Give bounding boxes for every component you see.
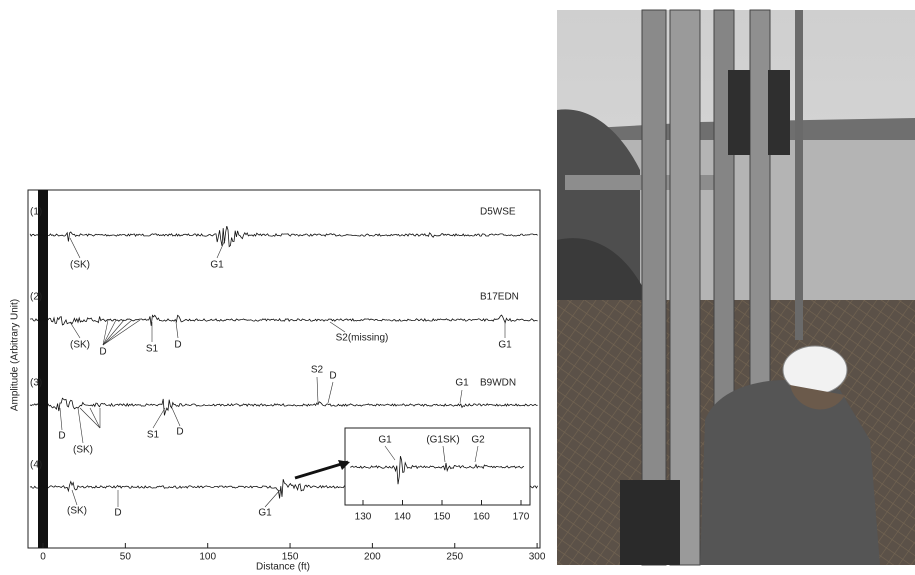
leader-line: [152, 407, 166, 429]
annotation: G1: [258, 508, 272, 519]
inset: 130 140 150 160 170 G1 (G1SK) G2: [349, 435, 530, 523]
inset-x-tick-label: 130: [355, 512, 372, 523]
leader-line: [89, 407, 101, 429]
trace-name: B17EDN: [480, 292, 519, 303]
leader-line: [102, 319, 133, 346]
x-tick-label: 300: [529, 552, 546, 563]
leader-line: [71, 489, 78, 506]
annotation: G1: [498, 340, 512, 351]
inset-annotation: G1: [378, 435, 392, 446]
inset-annotation: G2: [471, 435, 485, 446]
inset-annotation: (G1SK): [426, 435, 459, 446]
leader-line: [79, 407, 101, 429]
waveform: [29, 225, 538, 248]
leader-line: [474, 445, 479, 463]
annotation: G1: [210, 260, 224, 271]
y-axis-label: Amplitude (Arbitrary Unit): [10, 299, 21, 411]
leader-line: [77, 407, 84, 444]
leader-line: [264, 489, 281, 508]
leader-line: [102, 319, 141, 346]
annotation: S2: [311, 365, 324, 376]
leader-line: [102, 319, 117, 346]
annotation: D: [58, 431, 65, 442]
photo: [557, 9, 915, 566]
annotation: S1: [147, 430, 160, 441]
leader-line: [329, 321, 346, 333]
annotation: (SK): [70, 340, 90, 351]
trace-index: (2): [30, 292, 42, 303]
leader-line: [459, 389, 463, 404]
trace-index: (3): [30, 378, 42, 389]
trace-index: (4): [30, 460, 42, 471]
annotation: D: [99, 347, 106, 358]
zero-spike: [38, 190, 48, 548]
inset-arrow: [294, 460, 349, 480]
inset-x-tick-label: 160: [473, 512, 490, 523]
leader-line: [216, 239, 226, 259]
waveform: [29, 314, 538, 326]
x-tick-label: 200: [364, 552, 381, 563]
waveform: [349, 455, 525, 485]
annotation: D: [329, 371, 336, 382]
leader-line: [102, 319, 125, 346]
arrow-head: [338, 460, 350, 470]
leader-line: [316, 376, 319, 404]
inset-x-tick-label: 170: [513, 512, 530, 523]
leader-line: [384, 445, 396, 461]
leader-line: [171, 407, 181, 427]
plot: 0 50 100 150 200 250 300 (1) D5WSE (SK) G1 (2) B17ED…: [29, 207, 546, 563]
annotation: (SK): [67, 506, 87, 517]
trace-index: (1): [30, 207, 42, 218]
trace-name: D5WSE: [480, 207, 516, 218]
trace-name: B9WDN: [480, 378, 516, 389]
annotation: D: [174, 340, 181, 351]
leader-line: [59, 407, 63, 431]
x-axis-label: Distance (ft): [256, 562, 310, 573]
leader-line: [175, 321, 179, 339]
annotation: D: [114, 508, 121, 519]
x-tick-label: 250: [446, 552, 463, 563]
x-tick-label: 100: [199, 552, 216, 563]
inset-x-tick-label: 150: [434, 512, 451, 523]
inset-x-tick-label: 140: [394, 512, 411, 523]
annotation: S1: [146, 344, 159, 355]
annotation: G1: [455, 378, 469, 389]
leader-line: [327, 381, 334, 404]
x-tick-label: 0: [40, 552, 46, 563]
x-tick-label: 150: [282, 552, 299, 563]
annotation: (SK): [70, 260, 90, 271]
annotation: (SK): [73, 445, 93, 456]
leader-line: [442, 445, 446, 463]
leader-line: [102, 319, 109, 346]
leader-line: [69, 237, 81, 259]
x-tick-label: 50: [120, 552, 132, 563]
annotation: D: [176, 427, 183, 438]
annotation: S2(missing): [336, 333, 389, 344]
waveform: [29, 397, 538, 416]
leader-line: [69, 321, 81, 339]
